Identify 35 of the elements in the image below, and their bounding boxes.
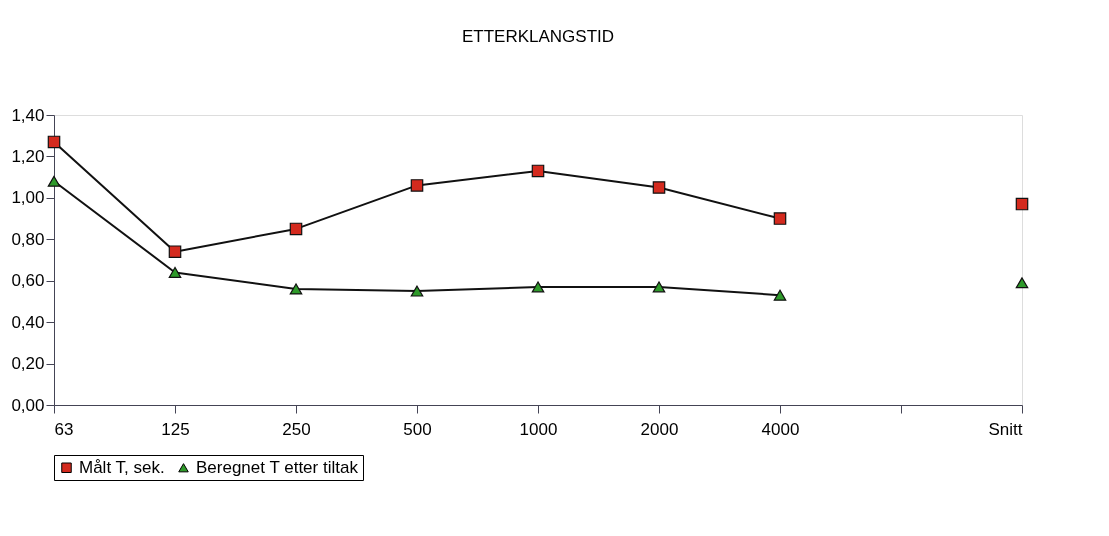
y-tick-label: 0,40 <box>11 312 45 332</box>
legend-label: Beregnet T etter tiltak <box>196 457 359 477</box>
point <box>410 179 424 192</box>
y-tick-label: 0,20 <box>11 354 45 374</box>
y-tick-label: 0,60 <box>11 271 45 291</box>
point <box>47 175 61 187</box>
x-tick-label: 4000 <box>761 419 800 439</box>
y-tick-label: 1,40 <box>11 105 45 125</box>
legend-label: Målt T, sek. <box>79 457 165 477</box>
y-tick-label: 0,00 <box>11 395 45 415</box>
x-tick-label: 250 <box>282 419 311 439</box>
x-tick-label: 500 <box>403 419 432 439</box>
x-tick-label: Snitt <box>988 419 1023 439</box>
point <box>652 181 666 194</box>
point <box>168 245 182 259</box>
point <box>531 281 545 293</box>
point <box>773 289 787 301</box>
y-tick-label: 1,00 <box>11 188 45 208</box>
chart-title: ETTERKLANGSTID <box>461 27 615 46</box>
y-tick-label: 1,20 <box>11 146 45 166</box>
point <box>773 212 787 225</box>
point <box>531 164 545 178</box>
x-tick-label: 63 <box>54 419 74 439</box>
point <box>1015 197 1029 211</box>
y-tick-label: 0,80 <box>11 229 45 249</box>
point <box>1015 277 1029 289</box>
x-tick-label: 125 <box>161 419 190 439</box>
x-tick-label: 2000 <box>640 419 679 439</box>
point <box>289 283 303 295</box>
point <box>652 281 666 293</box>
x-tick-label: 1000 <box>519 419 558 439</box>
point <box>289 222 303 236</box>
point <box>410 285 424 297</box>
point <box>168 266 182 278</box>
point <box>47 135 61 149</box>
